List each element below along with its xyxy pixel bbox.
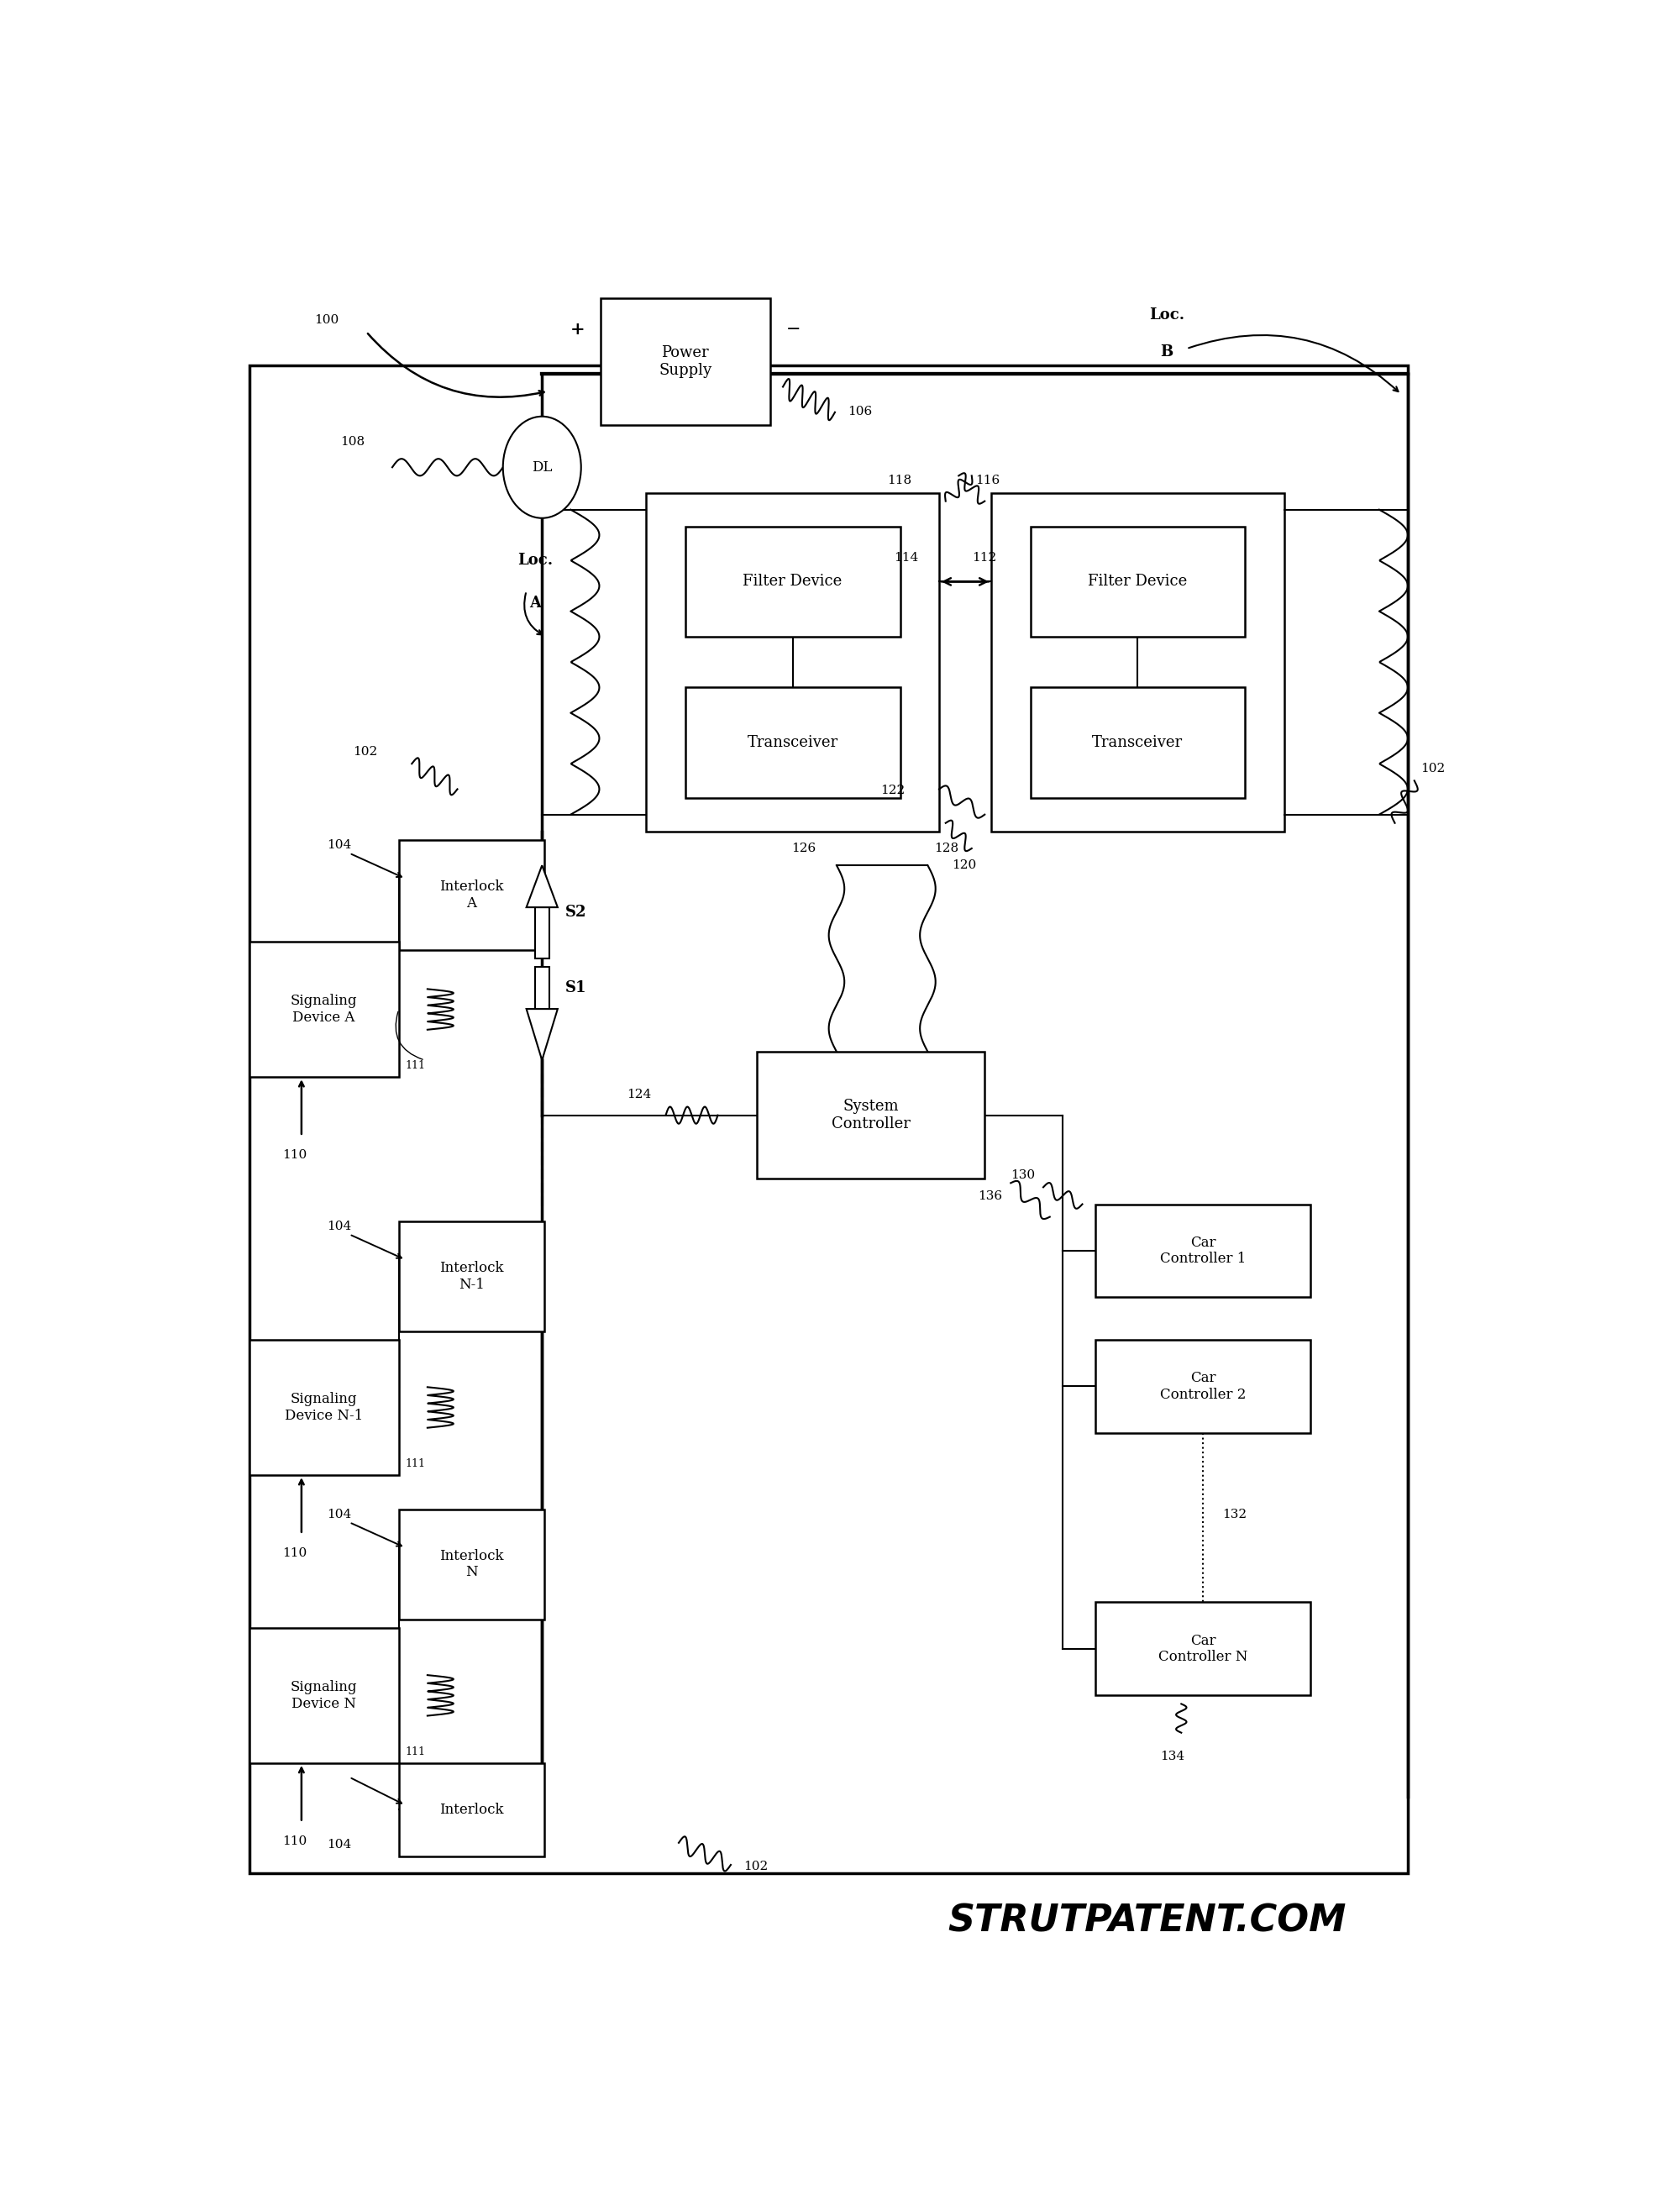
Text: B: B [1161, 345, 1173, 359]
Polygon shape [526, 865, 558, 906]
Text: STRUTPATENT.COM: STRUTPATENT.COM [948, 1903, 1347, 1938]
Text: Signaling
Device N-1: Signaling Device N-1 [286, 1393, 363, 1423]
FancyBboxPatch shape [685, 689, 900, 799]
Text: 102: 102 [353, 746, 378, 757]
Text: Interlock: Interlock [440, 1802, 504, 1817]
Text: 102: 102 [1421, 763, 1445, 774]
Text: 126: 126 [791, 843, 815, 854]
FancyBboxPatch shape [601, 297, 769, 425]
Text: Car
Controller 1: Car Controller 1 [1159, 1236, 1247, 1267]
FancyBboxPatch shape [249, 942, 398, 1078]
Text: System
Controller: System Controller [832, 1100, 911, 1131]
Text: 102: 102 [744, 1861, 768, 1872]
Text: Car
Controller 2: Car Controller 2 [1159, 1371, 1247, 1401]
Text: 120: 120 [953, 860, 976, 871]
Text: Signaling
Device N: Signaling Device N [291, 1681, 358, 1712]
Text: 111: 111 [405, 1060, 425, 1071]
Text: S2: S2 [566, 904, 586, 920]
FancyBboxPatch shape [398, 1221, 544, 1331]
Text: 108: 108 [339, 436, 365, 449]
FancyBboxPatch shape [1030, 526, 1245, 636]
FancyBboxPatch shape [685, 526, 900, 636]
Text: 124: 124 [627, 1089, 652, 1100]
Text: Car
Controller N: Car Controller N [1158, 1632, 1248, 1663]
Text: 100: 100 [314, 315, 339, 326]
FancyBboxPatch shape [249, 1628, 398, 1762]
Text: 111: 111 [405, 1459, 425, 1470]
Text: Interlock
N: Interlock N [440, 1549, 504, 1580]
Text: 110: 110 [282, 1547, 306, 1560]
FancyBboxPatch shape [1030, 689, 1245, 799]
Text: 122: 122 [880, 785, 906, 796]
Text: Filter Device: Filter Device [1089, 574, 1188, 590]
Text: 104: 104 [328, 838, 351, 851]
Text: −: − [786, 321, 801, 337]
Text: 136: 136 [978, 1190, 1003, 1203]
Text: 110: 110 [282, 1148, 306, 1162]
Text: 118: 118 [887, 475, 912, 486]
Text: +: + [570, 321, 585, 339]
Text: DL: DL [533, 460, 553, 475]
Text: 104: 104 [328, 1221, 351, 1232]
Text: 104: 104 [328, 1509, 351, 1520]
Text: Loc.: Loc. [1149, 308, 1184, 323]
FancyBboxPatch shape [534, 968, 549, 1019]
Polygon shape [526, 1010, 558, 1060]
FancyBboxPatch shape [398, 1509, 544, 1619]
FancyBboxPatch shape [756, 1052, 984, 1179]
Text: 132: 132 [1223, 1509, 1247, 1520]
FancyBboxPatch shape [534, 906, 549, 959]
Text: Filter Device: Filter Device [743, 574, 842, 590]
FancyBboxPatch shape [398, 840, 544, 950]
Text: 130: 130 [1011, 1170, 1035, 1181]
Text: Interlock
N-1: Interlock N-1 [440, 1261, 504, 1291]
Text: 112: 112 [971, 552, 996, 563]
Text: Transceiver: Transceiver [748, 735, 838, 750]
Text: 134: 134 [1159, 1751, 1184, 1762]
Text: 104: 104 [328, 1839, 351, 1850]
Text: 111: 111 [405, 1747, 425, 1758]
Text: Transceiver: Transceiver [1092, 735, 1183, 750]
Text: 110: 110 [282, 1835, 306, 1848]
FancyBboxPatch shape [249, 1340, 398, 1476]
Text: 106: 106 [848, 405, 872, 418]
Text: 114: 114 [894, 552, 917, 563]
Text: Loc.: Loc. [517, 552, 553, 568]
FancyBboxPatch shape [1095, 1203, 1310, 1298]
Text: Signaling
Device A: Signaling Device A [291, 994, 358, 1025]
Text: A: A [529, 596, 541, 609]
Text: S1: S1 [566, 981, 586, 997]
Text: 128: 128 [934, 843, 959, 854]
Text: 116: 116 [976, 475, 1000, 486]
Circle shape [502, 416, 581, 517]
Text: Power
Supply: Power Supply [659, 345, 712, 378]
Text: Interlock
A: Interlock A [440, 880, 504, 911]
FancyBboxPatch shape [1095, 1602, 1310, 1696]
FancyBboxPatch shape [1095, 1340, 1310, 1432]
FancyBboxPatch shape [398, 1762, 544, 1857]
